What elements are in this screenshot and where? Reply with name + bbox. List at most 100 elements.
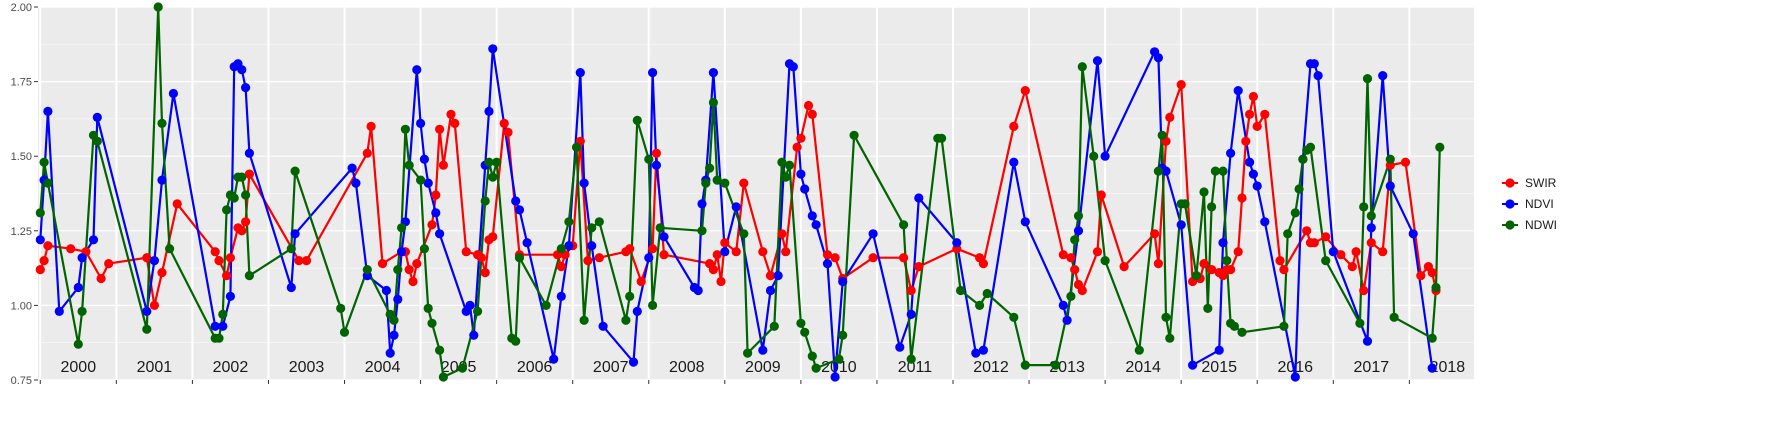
data-point-ndvi bbox=[1385, 181, 1395, 191]
data-point-swir bbox=[659, 250, 669, 260]
data-point-ndwi bbox=[1298, 154, 1308, 164]
data-point-swir bbox=[1233, 247, 1243, 257]
data-point-ndvi bbox=[435, 229, 445, 239]
y-tick-label: 1.00 bbox=[11, 300, 32, 312]
data-point-ndvi bbox=[465, 300, 475, 310]
data-point-ndwi bbox=[290, 166, 300, 176]
data-point-ndwi bbox=[975, 300, 985, 310]
data-point-ndwi bbox=[1089, 151, 1099, 161]
data-point-ndvi bbox=[88, 235, 99, 245]
data-point-ndwi bbox=[1359, 202, 1369, 212]
data-point-ndwi bbox=[784, 160, 795, 170]
data-point-ndwi bbox=[339, 327, 350, 337]
year-label: 2009 bbox=[745, 359, 781, 376]
data-point-swir bbox=[35, 265, 45, 275]
data-point-ndwi bbox=[419, 244, 429, 254]
data-point-ndwi bbox=[800, 327, 810, 337]
data-point-ndwi bbox=[587, 223, 597, 233]
data-point-ndvi bbox=[1009, 157, 1019, 167]
data-point-ndvi bbox=[693, 285, 703, 296]
data-point-swir bbox=[708, 265, 719, 275]
data-point-ndwi bbox=[511, 336, 521, 346]
data-point-swir bbox=[222, 271, 232, 281]
data-point-ndwi bbox=[838, 330, 848, 340]
data-point-ndwi bbox=[229, 193, 239, 203]
data-point-swir bbox=[1226, 265, 1236, 275]
data-point-ndvi bbox=[807, 211, 817, 221]
data-point-swir bbox=[648, 244, 658, 254]
data-point-ndvi bbox=[773, 271, 783, 281]
data-point-ndvi bbox=[830, 372, 840, 382]
data-point-swir bbox=[142, 253, 152, 263]
data-point-swir bbox=[1199, 259, 1209, 269]
data-point-ndwi bbox=[492, 157, 502, 167]
data-point-ndvi bbox=[587, 241, 597, 251]
data-point-swir bbox=[1248, 91, 1258, 102]
data-point-swir bbox=[1119, 262, 1129, 272]
data-point-ndwi bbox=[142, 324, 152, 334]
data-point-ndvi bbox=[484, 106, 494, 116]
data-point-ndwi bbox=[849, 130, 859, 140]
data-point-ndwi bbox=[1077, 62, 1087, 72]
data-point-swir bbox=[731, 247, 741, 257]
data-point-ndvi bbox=[241, 83, 251, 93]
data-point-ndvi bbox=[514, 205, 525, 215]
data-point-swir bbox=[1275, 256, 1285, 266]
data-point-swir bbox=[1260, 109, 1270, 119]
data-point-ndvi bbox=[579, 178, 589, 188]
data-point-ndwi bbox=[644, 154, 654, 164]
data-point-ndwi bbox=[214, 333, 224, 343]
data-point-ndvi bbox=[1161, 166, 1171, 176]
data-point-ndwi bbox=[579, 315, 589, 325]
data-point-ndwi bbox=[336, 303, 346, 313]
data-point-ndvi bbox=[800, 184, 810, 194]
data-point-swir bbox=[758, 247, 768, 257]
data-point-ndwi bbox=[488, 172, 498, 182]
data-point-swir bbox=[104, 259, 114, 269]
y-axis: 0.75 1.00 1.25 1.50 1.75 2.00 bbox=[11, 2, 1410, 387]
data-point-ndvi bbox=[210, 321, 220, 331]
data-point-ndvi bbox=[385, 348, 395, 358]
data-point-swir bbox=[781, 247, 791, 257]
data-point-ndwi bbox=[1070, 235, 1080, 245]
data-point-swir bbox=[1336, 250, 1346, 260]
year-label: 2011 bbox=[898, 359, 933, 376]
data-point-swir bbox=[461, 247, 471, 257]
data-point-ndvi bbox=[971, 348, 981, 358]
data-point-ndwi bbox=[1389, 312, 1399, 322]
data-point-ndvi bbox=[54, 306, 64, 316]
data-point-swir bbox=[712, 250, 722, 260]
data-point-ndwi bbox=[701, 178, 711, 188]
data-point-swir bbox=[427, 220, 437, 230]
data-point-ndvi bbox=[556, 291, 566, 301]
year-label: 2018 bbox=[1430, 359, 1466, 376]
data-point-ndvi bbox=[351, 178, 361, 188]
data-point-swir bbox=[1077, 285, 1087, 296]
data-point-swir bbox=[1347, 262, 1357, 272]
data-point-swir bbox=[1321, 232, 1331, 242]
data-point-ndvi bbox=[697, 199, 707, 209]
data-point-ndwi bbox=[92, 136, 102, 146]
data-point-swir bbox=[594, 253, 604, 263]
data-point-ndwi bbox=[712, 175, 722, 185]
data-point-ndwi bbox=[1051, 360, 1061, 370]
data-point-swir bbox=[1176, 80, 1186, 90]
data-point-ndwi bbox=[286, 244, 296, 254]
data-point-ndwi bbox=[1180, 199, 1190, 209]
data-point-ndvi bbox=[1188, 360, 1198, 370]
data-point-ndvi bbox=[978, 345, 989, 355]
data-point-ndvi bbox=[1100, 151, 1110, 161]
data-point-ndwi bbox=[769, 321, 779, 331]
gridlines bbox=[38, 6, 1474, 381]
data-point-ndvi bbox=[1020, 217, 1030, 227]
data-point-ndwi bbox=[435, 345, 445, 355]
data-point-ndwi bbox=[393, 265, 403, 275]
data-point-ndvi bbox=[286, 282, 296, 293]
data-point-ndwi bbox=[625, 291, 635, 301]
data-point-swir bbox=[796, 133, 806, 143]
y-tick-label: 0.75 bbox=[11, 375, 32, 387]
data-point-ndwi bbox=[1362, 74, 1373, 84]
data-point-ndvi bbox=[628, 357, 639, 367]
data-point-swir bbox=[301, 256, 312, 266]
data-point-ndwi bbox=[1222, 256, 1232, 266]
